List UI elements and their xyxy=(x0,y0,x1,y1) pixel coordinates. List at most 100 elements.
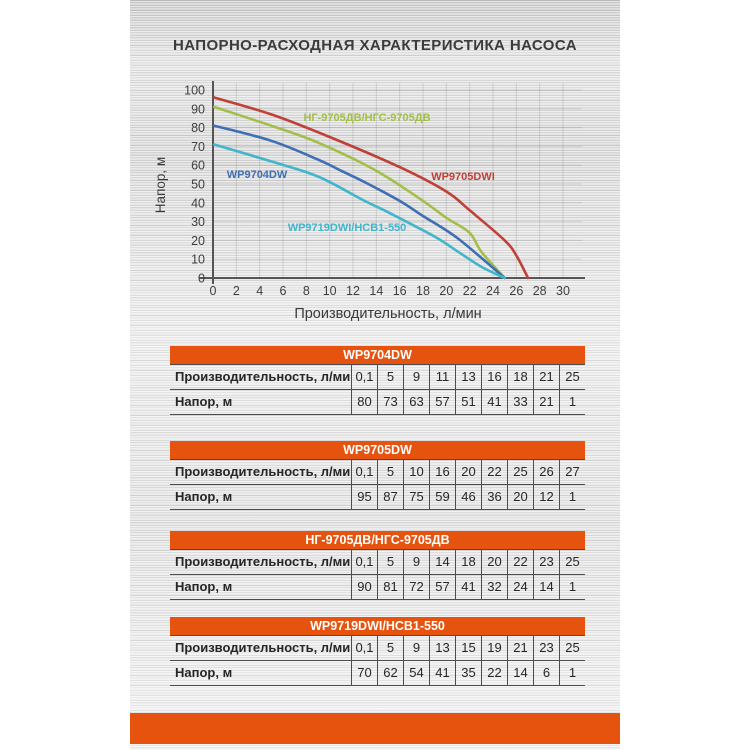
table-cell: 57 xyxy=(429,575,455,599)
table-cell: 41 xyxy=(481,390,507,414)
pump-table-wp9705dw: WP9705DW Производительность, л/мин 0,1 5 10 1… xyxy=(170,441,585,510)
curve-path xyxy=(212,105,506,280)
x-tick-label: 24 xyxy=(486,284,500,298)
table-cell: 9 xyxy=(403,636,429,660)
table-cell: 63 xyxy=(403,390,429,414)
table-cell: 27 xyxy=(559,460,585,484)
x-tick-label: 4 xyxy=(256,284,263,298)
x-tick-label: 22 xyxy=(463,284,477,298)
table-cell: 36 xyxy=(481,485,507,509)
table-cell: 16 xyxy=(429,460,455,484)
table-row: Производительность, л/мин 0,1 5 10 16 20 22 25 2… xyxy=(170,459,585,484)
table-cell: 14 xyxy=(533,575,559,599)
table-cell: 25 xyxy=(507,460,533,484)
row-label: Напор, м xyxy=(175,665,233,680)
y-tick-label: 60 xyxy=(191,159,205,173)
table-row: Производительность, л/мин 0,1 5 9 11 13 16 18 21… xyxy=(170,364,585,389)
table-cell: 20 xyxy=(481,550,507,574)
x-tick-label: 26 xyxy=(509,284,523,298)
table-cell: 23 xyxy=(533,636,559,660)
table-cell: 41 xyxy=(455,575,481,599)
y-tick-label: 40 xyxy=(191,196,205,210)
x-tick-label: 28 xyxy=(533,284,547,298)
table-cell: 62 xyxy=(377,661,403,685)
table-cell: 20 xyxy=(455,460,481,484)
y-tick-label: 30 xyxy=(191,215,205,229)
x-tick-label: 14 xyxy=(369,284,383,298)
pump-table-wp9719dwi: WP9719DWI/HCB1-550 Производительность, л/… xyxy=(170,617,585,686)
table-cell: 21 xyxy=(533,365,559,389)
curve-label: WP9705DWI xyxy=(431,171,495,183)
table-cell: 95 xyxy=(351,485,377,509)
table-cell: 21 xyxy=(507,636,533,660)
table-cell: 14 xyxy=(507,661,533,685)
table-cell: 6 xyxy=(533,661,559,685)
table-cell: 35 xyxy=(455,661,481,685)
table-cell: 1 xyxy=(559,390,585,414)
table-cell: 0,1 xyxy=(351,550,377,574)
table-cell: 90 xyxy=(351,575,377,599)
table-cell: 5 xyxy=(377,550,403,574)
table-cell: 5 xyxy=(377,460,403,484)
row-label: Напор, м xyxy=(175,579,233,594)
y-tick-label: 90 xyxy=(191,102,205,116)
x-tick-label: 0 xyxy=(210,284,217,298)
table-cell: 54 xyxy=(403,661,429,685)
table-cell: 51 xyxy=(455,390,481,414)
table-cell: 16 xyxy=(481,365,507,389)
y-tick-label: 70 xyxy=(191,140,205,154)
row-label: Производительность, л/мин xyxy=(175,554,351,569)
y-tick-label: 20 xyxy=(191,234,205,248)
table-cell: 25 xyxy=(559,550,585,574)
y-tick-label: 50 xyxy=(191,178,205,192)
y-axis-title: Напор, м xyxy=(153,157,168,213)
table-title: WP9705DW xyxy=(170,441,585,459)
table-cell: 19 xyxy=(481,636,507,660)
table-cell: 59 xyxy=(429,485,455,509)
table-cell: 23 xyxy=(533,550,559,574)
table-cell: 26 xyxy=(533,460,559,484)
table-cell: 24 xyxy=(507,575,533,599)
table-cell: 0,1 xyxy=(351,460,377,484)
table-cell: 0,1 xyxy=(351,365,377,389)
row-label: Напор, м xyxy=(175,489,233,504)
table-row: Напор, м 70 62 54 41 35 22 14 6 1 xyxy=(170,660,585,686)
table-row: Производительность, л/мин 0,1 5 9 14 18 20 22 23… xyxy=(170,549,585,574)
table-cell: 15 xyxy=(455,636,481,660)
x-axis-title: Производительность, л/мин xyxy=(294,306,481,322)
table-cell: 5 xyxy=(377,636,403,660)
table-cell: 81 xyxy=(377,575,403,599)
table-cell: 9 xyxy=(403,550,429,574)
x-tick-label: 6 xyxy=(280,284,287,298)
table-cell: 1 xyxy=(559,661,585,685)
table-cell: 13 xyxy=(429,636,455,660)
pump-table-wp9704dw: WP9704DW Производительность, л/мин 0,1 5 9 11… xyxy=(170,346,585,415)
table-title: WP9719DWI/HCB1-550 xyxy=(170,617,585,635)
table-cell: 18 xyxy=(455,550,481,574)
table-cell: 5 xyxy=(377,365,403,389)
table-cell: 25 xyxy=(559,636,585,660)
table-cell: 70 xyxy=(351,661,377,685)
x-tick-label: 2 xyxy=(233,284,240,298)
table-cell: 22 xyxy=(507,550,533,574)
row-label: Производительность, л/мин xyxy=(175,369,351,384)
table-cell: 32 xyxy=(481,575,507,599)
table-cell: 72 xyxy=(403,575,429,599)
y-tick-label: 100 xyxy=(184,84,205,98)
table-title: WP9704DW xyxy=(170,346,585,364)
y-tick-label: 80 xyxy=(191,121,205,135)
pump-curve-chart: WP9705DWI НГ-9705ДВ/НГС-9705ДВ WP9704DW WP9… xyxy=(153,81,585,322)
table-row: Напор, м 90 81 72 57 41 32 24 14 1 xyxy=(170,574,585,600)
table-cell: 87 xyxy=(377,485,403,509)
table-cell: 22 xyxy=(481,460,507,484)
curve-path xyxy=(212,124,506,280)
table-cell: 75 xyxy=(403,485,429,509)
table-cell: 80 xyxy=(351,390,377,414)
table-cell: 11 xyxy=(429,365,455,389)
x-tick-label: 10 xyxy=(323,284,337,298)
table-cell: 1 xyxy=(559,485,585,509)
pump-table-ng-9705: НГ-9705ДВ/НГС-9705ДВ Производительность, … xyxy=(170,531,585,600)
table-cell: 22 xyxy=(481,661,507,685)
x-tick-label: 16 xyxy=(393,284,407,298)
row-label: Производительность, л/мин xyxy=(175,640,351,655)
